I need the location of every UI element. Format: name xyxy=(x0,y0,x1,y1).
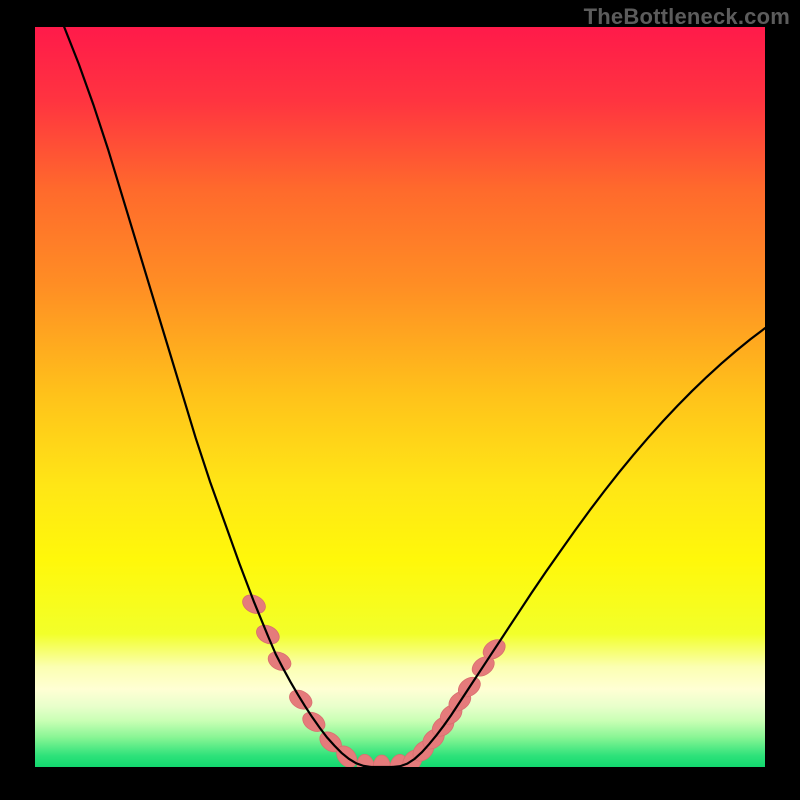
bottleneck-chart xyxy=(0,0,800,800)
watermark-text: TheBottleneck.com xyxy=(584,4,790,30)
gradient-background xyxy=(35,27,765,767)
